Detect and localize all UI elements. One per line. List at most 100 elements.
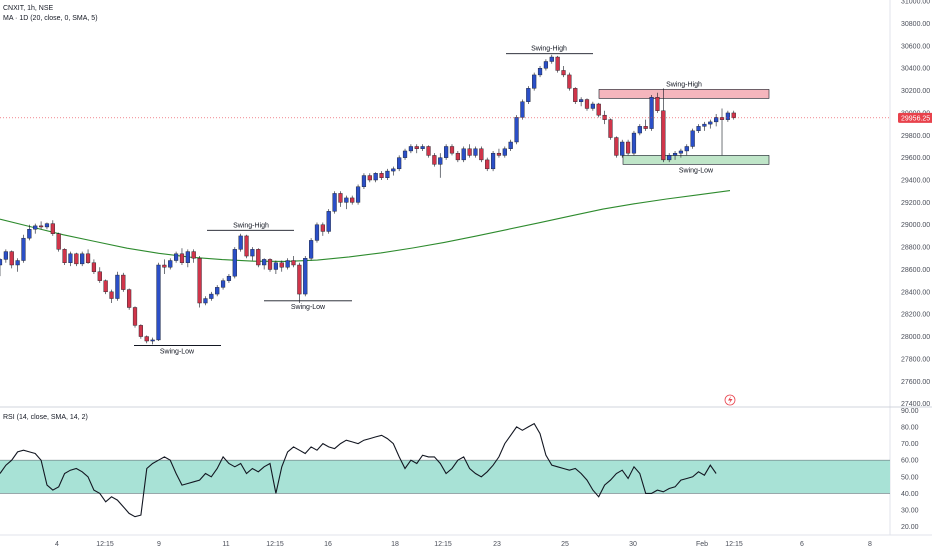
candle	[496, 148, 502, 158]
candle	[361, 173, 367, 189]
time-tick-label: Feb	[696, 541, 708, 548]
candle-body	[197, 258, 202, 304]
candle	[555, 55, 560, 73]
candle	[85, 249, 91, 264]
candle	[297, 262, 302, 304]
candle	[514, 115, 519, 145]
candle	[150, 337, 155, 345]
candle-body	[620, 141, 625, 156]
candle-body	[220, 280, 226, 288]
candle-body	[56, 233, 61, 250]
candle-body	[162, 264, 167, 268]
swing-label: Swing-Low	[160, 349, 195, 356]
candle-body	[256, 249, 261, 266]
candle-body	[625, 141, 631, 154]
candle-body	[479, 148, 484, 161]
candle	[314, 222, 320, 243]
candle-body	[438, 157, 443, 165]
candle-body	[391, 168, 396, 172]
candle	[490, 150, 496, 172]
candle	[80, 251, 85, 267]
candle-body	[414, 146, 419, 149]
candle-body	[637, 126, 642, 134]
candle	[590, 101, 595, 111]
candle-body	[68, 253, 73, 263]
candle-body	[467, 148, 472, 156]
candle-body	[150, 339, 155, 342]
candle	[584, 98, 590, 111]
candle	[326, 209, 331, 234]
rsi-tick-label: 70.00	[901, 441, 919, 448]
candle	[367, 173, 372, 183]
candle	[672, 150, 678, 160]
candle-body	[138, 325, 143, 337]
price-tick-label: 28600.00	[901, 267, 930, 274]
candle-body	[596, 103, 601, 116]
candle	[397, 155, 402, 172]
candle	[220, 278, 226, 290]
candle	[714, 114, 719, 127]
time-tick-label: 6	[800, 541, 804, 548]
candle	[526, 86, 531, 104]
candle	[702, 121, 707, 131]
candle-body	[608, 119, 613, 138]
candle-body	[461, 148, 466, 161]
candle-body	[426, 146, 431, 156]
candle	[678, 148, 684, 158]
moving-average-layer	[0, 190, 731, 262]
candle	[285, 258, 290, 270]
chart-frame	[0, 0, 932, 536]
candle	[0, 258, 3, 277]
candle-body	[397, 157, 402, 170]
candle-body	[279, 262, 284, 268]
price-tick-label: 28800.00	[901, 245, 930, 252]
candle	[543, 59, 549, 71]
candle-body	[3, 251, 8, 260]
candle-body	[44, 223, 50, 228]
candle-body	[50, 223, 55, 234]
candle-body	[672, 152, 678, 156]
candle	[719, 108, 725, 156]
candle-body	[85, 253, 91, 263]
candle	[15, 258, 20, 272]
candle-body	[408, 146, 413, 152]
swing-label: Swing-High	[531, 46, 567, 53]
candle-body	[226, 275, 232, 281]
candle-body	[684, 146, 689, 152]
candle	[9, 250, 14, 269]
lightning-glyph	[728, 396, 733, 404]
candle-body	[402, 150, 408, 158]
candle	[338, 191, 343, 207]
candle	[690, 128, 695, 149]
candle	[549, 54, 554, 64]
candle-body	[725, 112, 730, 120]
candle	[121, 272, 126, 292]
candle-body	[115, 274, 120, 299]
price-tick-label: 30600.00	[901, 43, 930, 50]
candle-body	[584, 99, 590, 109]
candle-body	[690, 130, 695, 147]
candle	[179, 248, 185, 265]
candle-body	[643, 126, 648, 129]
candle	[173, 251, 179, 263]
candle-body	[203, 298, 208, 304]
support-zone	[622, 155, 770, 165]
candle-body	[385, 170, 390, 178]
rsi-tick-label: 60.00	[901, 458, 919, 465]
rsi-tick-label: 80.00	[901, 424, 919, 431]
candle-body	[661, 110, 666, 161]
candle-body	[215, 287, 220, 295]
candle-body	[338, 193, 343, 203]
candle	[68, 251, 73, 267]
candle	[191, 249, 196, 263]
candle	[731, 110, 736, 120]
candle	[197, 256, 202, 308]
candle	[97, 267, 102, 283]
rsi-tick-label: 50.00	[901, 474, 919, 481]
candle	[232, 247, 237, 279]
candle-body	[262, 259, 267, 266]
candle-body	[696, 126, 701, 132]
candle-body	[91, 262, 97, 272]
candle	[127, 288, 132, 310]
